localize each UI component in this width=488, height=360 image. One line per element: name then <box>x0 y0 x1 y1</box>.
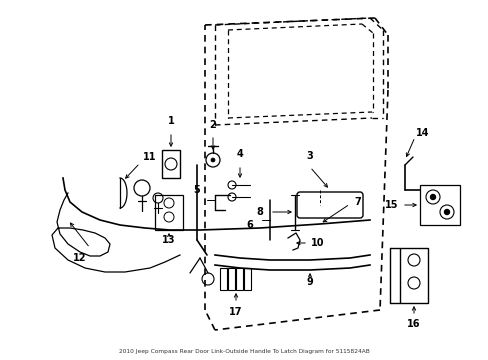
Bar <box>419 185 459 225</box>
Text: 9: 9 <box>306 277 313 287</box>
Text: 3: 3 <box>306 151 313 161</box>
Bar <box>162 150 180 178</box>
Text: 17: 17 <box>229 307 242 317</box>
Text: 7: 7 <box>354 197 361 207</box>
Text: 4: 4 <box>236 149 243 159</box>
Text: 10: 10 <box>311 238 324 248</box>
Text: 8: 8 <box>256 207 263 217</box>
Bar <box>236 268 243 290</box>
Text: 13: 13 <box>162 235 175 245</box>
Bar <box>244 268 250 290</box>
Text: 5: 5 <box>193 185 200 195</box>
Bar <box>220 268 226 290</box>
Text: 2: 2 <box>209 120 216 130</box>
Text: 6: 6 <box>246 220 253 230</box>
Text: 12: 12 <box>73 253 86 263</box>
Bar <box>399 248 427 303</box>
Text: 14: 14 <box>415 128 429 138</box>
Text: 16: 16 <box>407 319 420 329</box>
Bar <box>155 195 183 230</box>
Circle shape <box>444 210 448 215</box>
Text: 11: 11 <box>143 152 157 162</box>
Bar <box>227 268 235 290</box>
Circle shape <box>210 158 215 162</box>
Text: 15: 15 <box>385 200 398 210</box>
Circle shape <box>429 194 435 199</box>
Text: 1: 1 <box>167 116 174 126</box>
Text: 2010 Jeep Compass Rear Door Link-Outside Handle To Latch Diagram for 5115824AB: 2010 Jeep Compass Rear Door Link-Outside… <box>119 350 368 355</box>
